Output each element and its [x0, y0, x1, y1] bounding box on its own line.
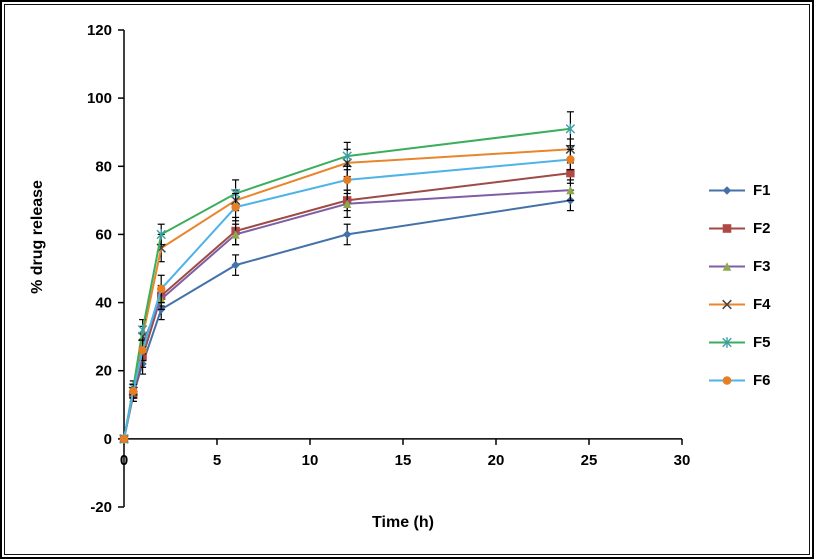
x-tick-label: 5 — [213, 452, 221, 469]
x-tick-label: 15 — [395, 452, 412, 469]
legend-label: F3 — [753, 258, 771, 275]
legend-key-f4 — [709, 299, 745, 310]
marker-asterisk — [137, 324, 148, 335]
legend-label: F2 — [753, 220, 771, 237]
marker-triangle — [231, 230, 240, 239]
y-tick-label: 80 — [95, 158, 112, 175]
marker-asterisk — [342, 150, 352, 162]
y-tick-label: 120 — [87, 22, 112, 39]
marker-circle — [722, 376, 732, 385]
series-F1 — [119, 189, 575, 444]
legend-key-f6 — [709, 376, 745, 385]
marker-square — [566, 168, 575, 178]
marker-asterisk — [156, 229, 166, 240]
legend-item-f3: F3 — [708, 258, 771, 275]
y-tick-label: 60 — [95, 226, 112, 243]
y-tick-label: 40 — [95, 295, 112, 312]
marker-circle — [138, 346, 147, 355]
y-tick-label: 20 — [95, 363, 112, 380]
marker-diamond — [722, 186, 732, 195]
marker-asterisk — [722, 337, 732, 348]
marker-diamond — [343, 230, 352, 239]
marker-circle — [157, 284, 166, 294]
marker-circle — [343, 175, 352, 185]
marker-circle — [129, 387, 138, 396]
marker-circle — [119, 434, 129, 444]
x-tick-label: 0 — [120, 452, 128, 469]
x-tick-label: 30 — [674, 452, 691, 469]
marker-circle — [566, 155, 575, 164]
marker-x — [722, 299, 732, 310]
legend-label: F5 — [753, 334, 771, 351]
axes: -20 0 20 40 60 80 100 120 0 5 10 15 20 25 30 — [87, 22, 690, 516]
marker-circle — [231, 203, 240, 212]
y-tick-label: -20 — [90, 499, 112, 516]
legend-label: F6 — [753, 372, 771, 389]
legend-label: F4 — [753, 296, 771, 313]
marker-triangle — [343, 199, 352, 208]
legend: F1 F2 F3 F4 F5 F6 — [708, 182, 771, 389]
legend-key-f2 — [709, 224, 745, 233]
legend-item-f1: F1 — [708, 182, 771, 199]
y-tick-label: 0 — [104, 431, 112, 448]
legend-item-f4: F4 — [708, 296, 771, 313]
x-tick-label: 25 — [581, 452, 598, 469]
x-tick-label: 20 — [488, 452, 505, 469]
legend-label: F1 — [753, 182, 771, 199]
marker-triangle — [566, 185, 575, 195]
marker-asterisk — [565, 123, 576, 134]
marker-diamond — [231, 260, 240, 270]
legend-item-f2: F2 — [708, 220, 771, 237]
legend-key-f1 — [709, 186, 745, 195]
legend-item-f5: F5 — [708, 334, 771, 351]
x-axis-title: Time (h) — [372, 514, 434, 531]
marker-triangle — [722, 262, 732, 271]
marker-square — [722, 224, 732, 233]
x-tick-label: 10 — [302, 452, 319, 469]
series-F6 — [119, 148, 575, 444]
legend-item-f6: F6 — [708, 372, 771, 389]
legend-key-f3 — [709, 262, 745, 271]
legend-key-f5 — [709, 337, 745, 348]
series-F5 — [119, 111, 576, 445]
y-tick-label: 100 — [87, 90, 112, 107]
y-axis-title: % drug release — [29, 180, 46, 294]
